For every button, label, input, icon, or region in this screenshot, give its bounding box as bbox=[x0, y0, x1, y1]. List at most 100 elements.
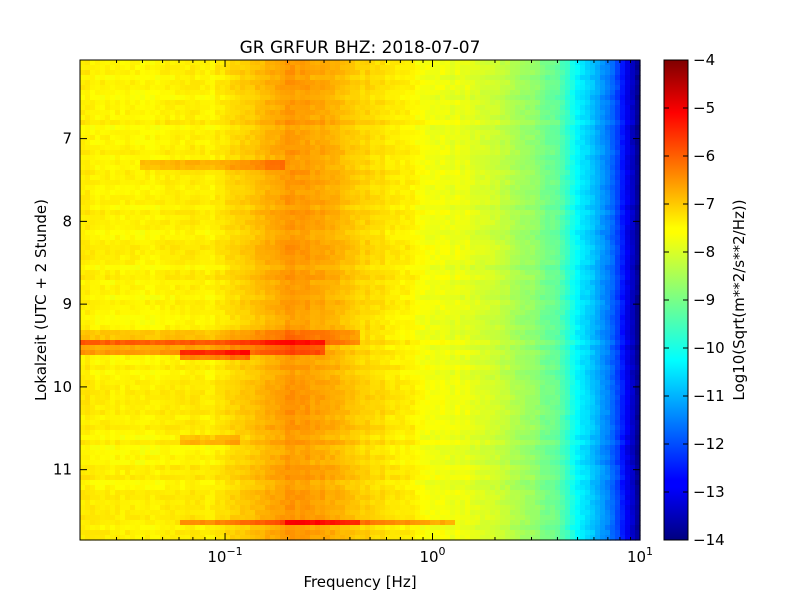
heatmap-cell bbox=[315, 140, 321, 146]
heatmap-cell bbox=[450, 135, 456, 141]
heatmap-cell bbox=[515, 65, 521, 71]
heatmap-cell bbox=[530, 240, 536, 246]
heatmap-cell bbox=[460, 115, 466, 121]
heatmap-cell bbox=[360, 75, 366, 81]
heatmap-cell bbox=[115, 125, 121, 131]
heatmap-cell bbox=[135, 60, 141, 66]
heatmap-cell bbox=[440, 85, 446, 91]
heatmap-cell bbox=[485, 255, 491, 261]
heatmap-cell bbox=[595, 175, 601, 181]
heatmap-cell bbox=[545, 105, 551, 111]
heatmap-cell bbox=[125, 130, 131, 136]
heatmap-cell bbox=[215, 235, 221, 241]
heatmap-cell bbox=[435, 155, 441, 161]
heatmap-cell bbox=[500, 240, 506, 246]
heatmap-cell bbox=[250, 240, 256, 246]
heatmap-cell bbox=[600, 260, 606, 266]
heatmap-cell bbox=[320, 275, 326, 281]
heatmap-cell bbox=[130, 70, 136, 76]
heatmap-cell bbox=[285, 240, 291, 246]
heatmap-cell bbox=[255, 280, 261, 286]
heatmap-cell bbox=[135, 205, 141, 211]
heatmap-cell bbox=[285, 180, 291, 186]
heatmap-cell bbox=[150, 270, 156, 276]
heatmap-cell bbox=[200, 235, 206, 241]
heatmap-cell bbox=[230, 255, 236, 261]
heatmap-cell bbox=[390, 110, 396, 116]
heatmap-cell bbox=[215, 160, 221, 166]
heatmap-cell bbox=[545, 250, 551, 256]
heatmap-cell bbox=[425, 105, 431, 111]
heatmap-cell bbox=[215, 180, 221, 186]
heatmap-cell bbox=[585, 120, 591, 126]
heatmap-cell bbox=[555, 95, 561, 101]
heatmap-cell bbox=[240, 160, 246, 166]
heatmap-cell bbox=[280, 240, 286, 246]
heatmap-cell bbox=[515, 110, 521, 116]
heatmap-cell bbox=[500, 65, 506, 71]
heatmap-cell bbox=[575, 270, 581, 276]
heatmap-cell bbox=[175, 70, 181, 76]
heatmap-cell bbox=[285, 215, 291, 221]
heatmap-cell bbox=[410, 265, 416, 271]
heatmap-cell bbox=[365, 135, 371, 141]
heatmap-cell bbox=[285, 280, 291, 286]
heatmap-cell bbox=[625, 270, 631, 276]
heatmap-cell bbox=[365, 145, 371, 151]
heatmap-cell bbox=[195, 105, 201, 111]
heatmap-cell bbox=[215, 225, 221, 231]
heatmap-cell bbox=[345, 210, 351, 216]
heatmap-cell bbox=[455, 205, 461, 211]
heatmap-cell bbox=[185, 105, 191, 111]
heatmap-cell bbox=[210, 195, 216, 201]
heatmap-cell bbox=[275, 75, 281, 81]
heatmap-cell bbox=[625, 120, 631, 126]
heatmap-cell bbox=[545, 110, 551, 116]
heatmap-cell bbox=[410, 185, 416, 191]
heatmap-cell bbox=[100, 65, 106, 71]
heatmap-cell bbox=[130, 185, 136, 191]
heatmap-cell bbox=[300, 120, 306, 126]
heatmap-cell bbox=[400, 210, 406, 216]
heatmap-cell bbox=[355, 90, 361, 96]
heatmap-cell bbox=[580, 185, 586, 191]
heatmap-cell bbox=[475, 200, 481, 206]
heatmap-cell bbox=[110, 95, 116, 101]
heatmap-cell bbox=[630, 75, 636, 81]
heatmap-cell bbox=[165, 110, 171, 116]
heatmap-cell bbox=[350, 80, 356, 86]
heatmap-cell bbox=[570, 95, 576, 101]
heatmap-cell bbox=[520, 145, 526, 151]
heatmap-cell bbox=[300, 140, 306, 146]
heatmap-cell bbox=[170, 110, 176, 116]
heatmap-cell bbox=[370, 150, 376, 156]
heatmap-cell bbox=[440, 145, 446, 151]
heatmap-cell bbox=[365, 175, 371, 181]
heatmap-cell bbox=[435, 225, 441, 231]
heatmap-cell bbox=[580, 220, 586, 226]
heatmap-cell bbox=[155, 280, 161, 286]
heatmap-cell bbox=[290, 260, 296, 266]
heatmap-cell bbox=[535, 220, 541, 226]
heatmap-cell bbox=[555, 65, 561, 71]
heatmap-cell bbox=[375, 170, 381, 176]
heatmap-cell bbox=[225, 250, 231, 256]
heatmap-cell bbox=[260, 120, 266, 126]
heatmap-cell bbox=[390, 185, 396, 191]
heatmap-cell bbox=[560, 215, 566, 221]
heatmap-cell bbox=[365, 130, 371, 136]
heatmap-cell bbox=[350, 135, 356, 141]
heatmap-cell bbox=[290, 265, 296, 271]
heatmap-cell bbox=[540, 270, 546, 276]
heatmap-cell bbox=[555, 135, 561, 141]
heatmap-cell bbox=[85, 220, 91, 226]
heatmap-cell bbox=[325, 80, 331, 86]
heatmap-cell bbox=[450, 235, 456, 241]
heatmap-cell bbox=[530, 65, 536, 71]
heatmap-cell bbox=[85, 60, 91, 66]
heatmap-cell bbox=[140, 150, 146, 156]
heatmap-cell bbox=[565, 245, 571, 251]
heatmap-cell bbox=[585, 205, 591, 211]
heatmap-cell bbox=[455, 225, 461, 231]
heatmap-cell bbox=[595, 220, 601, 226]
